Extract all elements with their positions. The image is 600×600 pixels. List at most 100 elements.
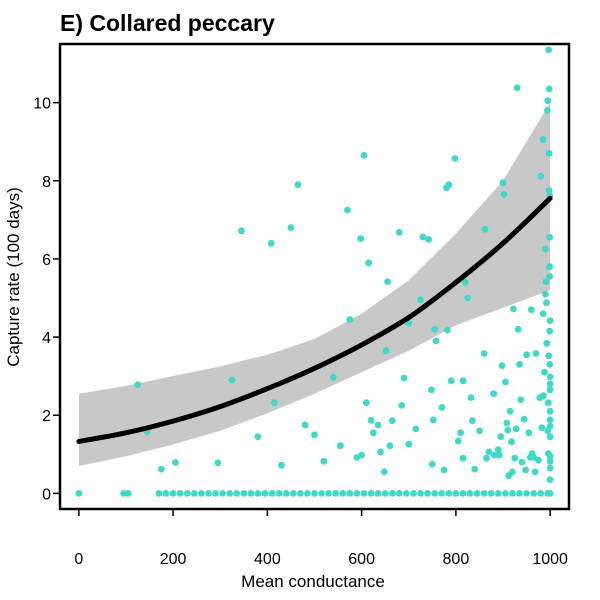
x-tick-label: 400 (254, 551, 281, 568)
x-tick-label: 800 (443, 551, 470, 568)
data-point (238, 227, 245, 235)
data-point (523, 351, 530, 359)
data-point (157, 465, 165, 473)
x-tick-label: 600 (348, 551, 375, 568)
data-point (374, 490, 382, 497)
y-tick-label: 10 (33, 96, 51, 113)
data-point (377, 448, 384, 456)
data-point (545, 46, 553, 54)
y-axis: 0 2 4 6 8 10 (33, 96, 60, 503)
data-point (278, 461, 285, 469)
data-point (431, 490, 439, 497)
data-point (512, 425, 520, 433)
data-point (301, 421, 309, 429)
data-point (480, 490, 488, 497)
x-tick-label: 0 (74, 551, 83, 568)
data-point (346, 316, 354, 323)
data-point (517, 396, 525, 403)
data-point (467, 394, 475, 401)
data-point (491, 451, 498, 459)
data-point (388, 417, 396, 425)
data-point (214, 459, 222, 467)
data-point (523, 490, 530, 497)
data-point (419, 233, 427, 241)
data-point (381, 490, 389, 497)
data-point (438, 404, 446, 411)
data-point (546, 457, 554, 465)
data-point (538, 424, 546, 432)
data-point (503, 419, 511, 427)
data-point (537, 490, 545, 497)
data-point (325, 490, 332, 497)
data-point (362, 399, 370, 407)
data-point (509, 468, 516, 476)
data-point (542, 278, 550, 285)
y-tick-label: 8 (42, 174, 51, 191)
data-point (75, 490, 83, 497)
data-point (544, 399, 552, 407)
data-point (226, 490, 234, 497)
data-point (357, 235, 365, 243)
data-point (545, 150, 553, 157)
data-point (480, 350, 488, 357)
data-point (212, 490, 219, 497)
data-point (546, 386, 554, 394)
data-point (525, 429, 533, 437)
data-point (459, 377, 467, 385)
data-point (542, 245, 549, 253)
data-point (425, 236, 432, 243)
data-point (540, 392, 547, 400)
data-point (498, 362, 506, 369)
y-tick-label: 0 (42, 486, 51, 503)
data-point (539, 136, 547, 144)
data-point (494, 446, 502, 453)
data-point (318, 490, 325, 497)
data-point (447, 377, 455, 385)
data-point (337, 442, 344, 450)
data-point (400, 374, 408, 382)
data-point (412, 425, 420, 433)
data-point (360, 490, 368, 497)
data-point (537, 172, 545, 180)
data-point (332, 490, 340, 497)
y-tick-label: 2 (42, 408, 51, 425)
data-point (546, 327, 554, 335)
data-point (502, 490, 509, 497)
data-point (541, 368, 548, 376)
data-point (382, 347, 390, 355)
data-point (428, 460, 436, 468)
data-point (485, 448, 493, 456)
data-point (304, 490, 311, 497)
data-point (365, 259, 373, 267)
data-point (124, 490, 132, 497)
data-point (495, 451, 503, 459)
data-point (514, 325, 522, 333)
data-point (530, 490, 538, 497)
data-point (395, 490, 403, 497)
data-point (294, 181, 302, 189)
data-point (457, 429, 464, 437)
data-point (320, 457, 328, 465)
data-point (155, 490, 163, 497)
plot-frame (58, 42, 571, 511)
data-point (481, 225, 489, 233)
data-point (417, 296, 424, 304)
data-point (454, 437, 462, 445)
confidence-band (78, 102, 551, 466)
data-point (471, 465, 479, 473)
data-point (546, 490, 554, 497)
data-point (432, 337, 440, 345)
data-point (513, 84, 521, 92)
data-point (546, 317, 554, 325)
data-point (330, 373, 337, 381)
data-point (438, 490, 446, 497)
data-point (183, 490, 191, 497)
data-point (504, 426, 512, 434)
data-point (445, 490, 453, 497)
data-point (508, 438, 515, 446)
data-point (367, 416, 375, 424)
data-point (403, 490, 410, 497)
data-point (311, 490, 318, 497)
data-point (219, 490, 227, 497)
data-point (417, 490, 424, 497)
